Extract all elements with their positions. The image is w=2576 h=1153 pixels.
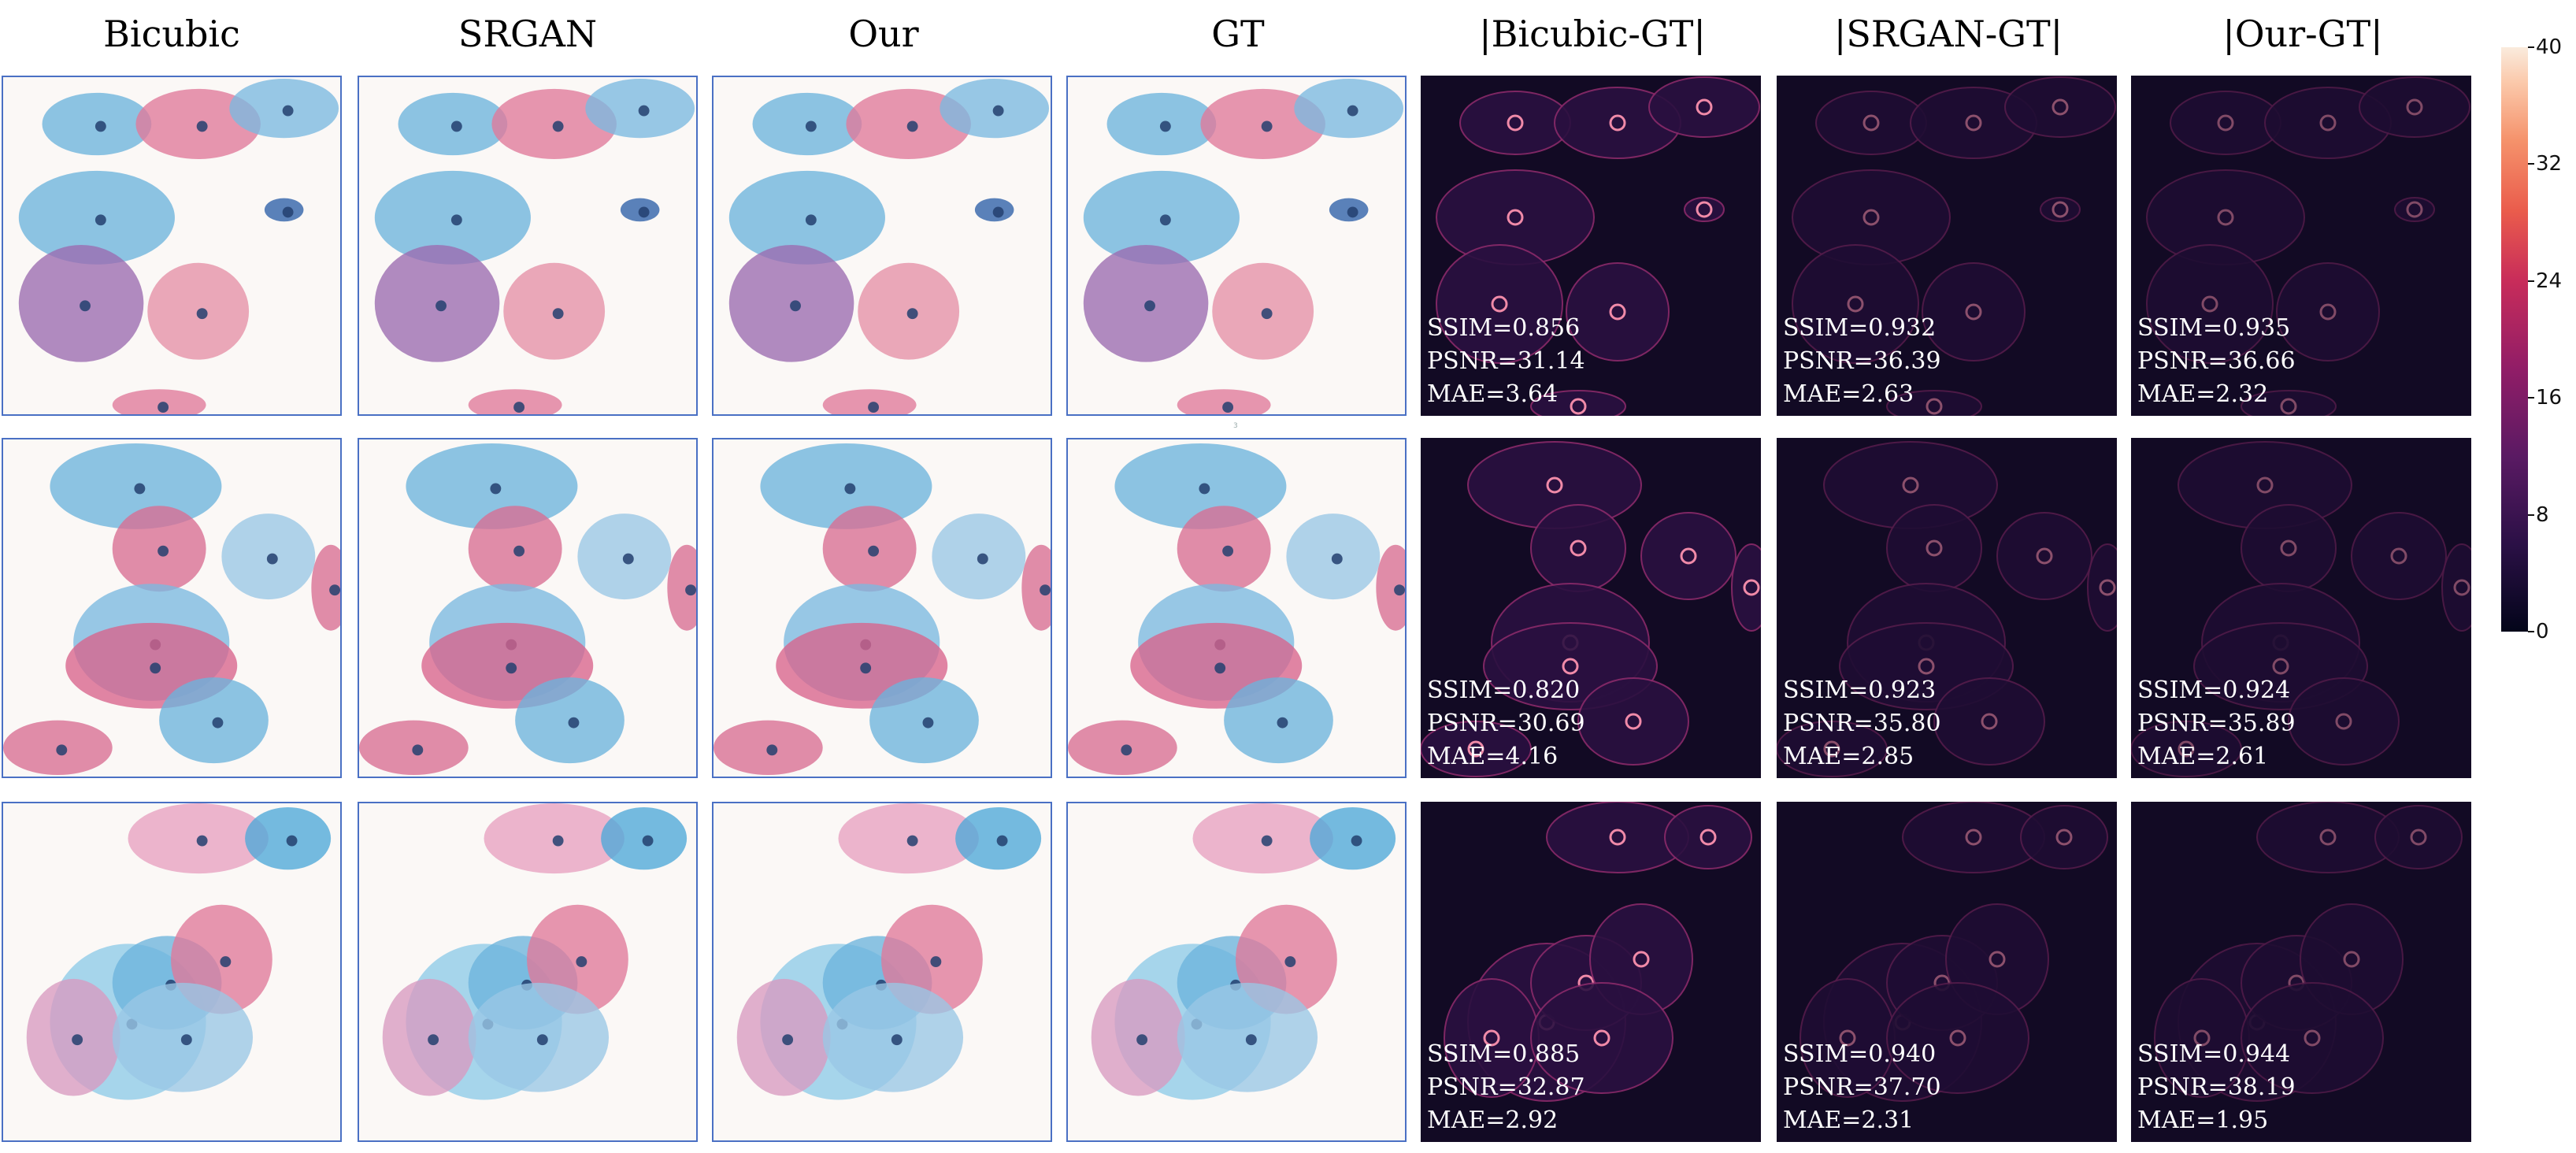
srgan-diff-map: SSIM=0.923 PSNR=35.80 MAE=2.85 [1777, 438, 2117, 778]
column-title-srgan-diff: |SRGAN-GT| [1833, 13, 2063, 55]
metric-ssim: SSIM=0.856 [1427, 314, 1581, 342]
metric-ssim: SSIM=0.944 [2137, 1040, 2291, 1068]
column-title-bicubic-diff: |Bicubic-GT| [1479, 13, 1706, 55]
metric-psnr: PSNR=36.66 [2137, 347, 2296, 375]
bicubic-diff-map: SSIM=0.856 PSNR=31.14 MAE=3.64 [1421, 76, 1761, 416]
metric-ssim: SSIM=0.885 [1427, 1040, 1581, 1068]
metric-psnr: PSNR=37.70 [1783, 1073, 1941, 1101]
colorbar-tick-label: 16 [2536, 386, 2563, 410]
bicubic-image [2, 438, 342, 778]
metric-mae: MAE=2.63 [1783, 380, 1914, 408]
gt-image [1066, 76, 1407, 416]
column-title-our-diff: |Our-GT| [2222, 13, 2383, 55]
colorbar-tick-mark [2528, 513, 2534, 516]
metric-psnr: PSNR=35.89 [2137, 710, 2296, 737]
metrics-block: SSIM=0.856 PSNR=31.14 MAE=3.64 [1427, 312, 1585, 411]
metrics-block: SSIM=0.923 PSNR=35.80 MAE=2.85 [1783, 674, 1941, 773]
colorbar-tick-mark [2528, 46, 2534, 48]
metrics-block: SSIM=0.944 PSNR=38.19 MAE=1.95 [2137, 1038, 2296, 1137]
srgan-diff-map: SSIM=0.940 PSNR=37.70 MAE=2.31 [1777, 802, 2117, 1142]
colorbar-tick-mark [2528, 163, 2534, 165]
srgan-diff-map: SSIM=0.932 PSNR=36.39 MAE=2.63 [1777, 76, 2117, 416]
metrics-block: SSIM=0.885 PSNR=32.87 MAE=2.92 [1427, 1038, 1585, 1137]
our-image [712, 438, 1052, 778]
metrics-block: SSIM=0.935 PSNR=36.66 MAE=2.32 [2137, 312, 2296, 411]
our-image [712, 802, 1052, 1142]
column-title-srgan: SRGAN [458, 13, 598, 55]
metric-mae: MAE=2.92 [1427, 1107, 1559, 1134]
colorbar-tick-label: 24 [2536, 269, 2563, 293]
column-title-our: Our [848, 13, 919, 55]
metrics-block: SSIM=0.932 PSNR=36.39 MAE=2.63 [1783, 312, 1941, 411]
metric-psnr: PSNR=30.69 [1427, 710, 1585, 737]
bicubic-image [2, 76, 342, 416]
metrics-block: SSIM=0.820 PSNR=30.69 MAE=4.16 [1427, 674, 1585, 773]
colorbar-tick-label: 40 [2536, 35, 2563, 59]
metric-psnr: PSNR=38.19 [2137, 1073, 2296, 1101]
metric-mae: MAE=2.31 [1783, 1107, 1914, 1134]
colorbar-tick-mark [2528, 280, 2534, 282]
metric-ssim: SSIM=0.935 [2137, 314, 2291, 342]
our-diff-map: SSIM=0.944 PSNR=38.19 MAE=1.95 [2131, 802, 2471, 1142]
metric-mae: MAE=2.61 [2137, 743, 2269, 770]
colorbar-tick-label: 32 [2536, 152, 2563, 176]
metric-mae: MAE=4.16 [1427, 743, 1559, 770]
srgan-image [358, 802, 698, 1142]
column-title-gt: GT [1211, 13, 1265, 55]
metric-ssim: SSIM=0.932 [1783, 314, 1937, 342]
metric-ssim: SSIM=0.940 [1783, 1040, 1937, 1068]
metrics-block: SSIM=0.924 PSNR=35.89 MAE=2.61 [2137, 674, 2296, 773]
metric-mae: MAE=2.85 [1783, 743, 1914, 770]
bicubic-diff-map: SSIM=0.820 PSNR=30.69 MAE=4.16 [1421, 438, 1761, 778]
metric-psnr: PSNR=32.87 [1427, 1073, 1585, 1101]
our-diff-map: SSIM=0.924 PSNR=35.89 MAE=2.61 [2131, 438, 2471, 778]
metric-psnr: PSNR=36.39 [1783, 347, 1941, 375]
colorbar [2501, 47, 2528, 632]
our-diff-map: SSIM=0.935 PSNR=36.66 MAE=2.32 [2131, 76, 2471, 416]
colorbar-tick-label: 8 [2536, 502, 2549, 527]
metric-psnr: PSNR=35.80 [1783, 710, 1941, 737]
colorbar-tick-mark [2528, 397, 2534, 399]
gt-image [1066, 802, 1407, 1142]
metric-psnr: PSNR=31.14 [1427, 347, 1585, 375]
our-image [712, 76, 1052, 416]
srgan-image [358, 438, 698, 778]
colorbar-tick-mark [2528, 631, 2534, 632]
bicubic-diff-map: SSIM=0.885 PSNR=32.87 MAE=2.92 [1421, 802, 1761, 1142]
colorbar-tick-label: 0 [2536, 620, 2549, 643]
metric-mae: MAE=3.64 [1427, 380, 1559, 408]
metric-ssim: SSIM=0.923 [1783, 677, 1937, 704]
metrics-block: SSIM=0.940 PSNR=37.70 MAE=2.31 [1783, 1038, 1941, 1137]
stray-mark: 3 [1233, 422, 1238, 430]
metric-mae: MAE=2.32 [2137, 380, 2269, 408]
metric-ssim: SSIM=0.924 [2137, 677, 2291, 704]
metric-ssim: SSIM=0.820 [1427, 677, 1581, 704]
bicubic-image [2, 802, 342, 1142]
metric-mae: MAE=1.95 [2137, 1107, 2269, 1134]
column-title-bicubic: Bicubic [103, 13, 240, 55]
srgan-image [358, 76, 698, 416]
gt-image [1066, 438, 1407, 778]
